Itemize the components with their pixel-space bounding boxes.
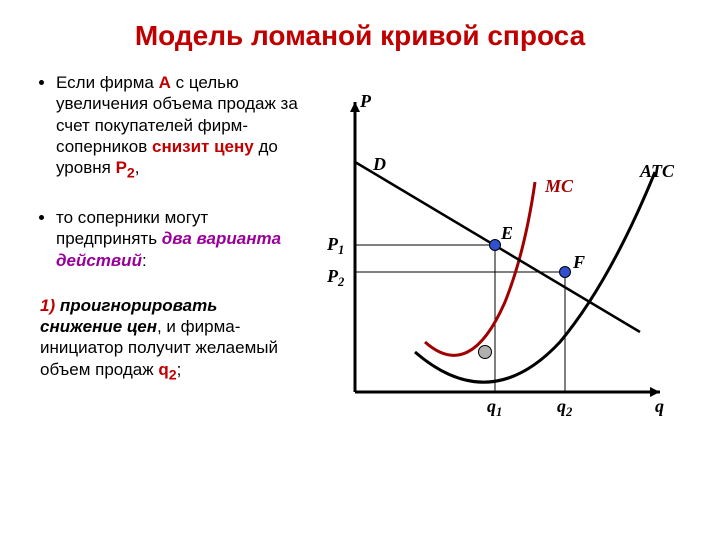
svg-text:D: D bbox=[372, 154, 386, 174]
svg-text:P: P bbox=[359, 91, 372, 111]
b1-A: А bbox=[159, 73, 171, 92]
bullet-3: 1) проигнорировать снижение цен, и фирма… bbox=[40, 295, 300, 385]
point-kink bbox=[479, 346, 492, 359]
svg-text:q: q bbox=[655, 396, 664, 416]
atc-curve bbox=[415, 172, 655, 382]
b1-pre: Если фирма bbox=[56, 73, 159, 92]
svg-text:P2: P2 bbox=[326, 266, 345, 289]
b1-P2-P: Р bbox=[116, 158, 127, 177]
b1-red: снизит цену bbox=[152, 137, 254, 156]
bullet-2: то соперники могут предпринять два вариа… bbox=[56, 207, 300, 271]
b3-q2: q2 bbox=[158, 360, 176, 379]
b3-q2-sub: 2 bbox=[169, 367, 177, 383]
point-E bbox=[490, 240, 501, 251]
svg-text:q2: q2 bbox=[557, 396, 573, 419]
slide: Модель ломаной кривой спроса Если фирма … bbox=[0, 0, 720, 540]
svg-text:F: F bbox=[572, 252, 585, 272]
b2-end: : bbox=[142, 251, 147, 270]
text-column: Если фирма А с целью увеличения объема п… bbox=[40, 72, 300, 385]
b3-end: ; bbox=[177, 360, 182, 379]
b1-P2-sub: 2 bbox=[127, 165, 135, 181]
mc-curve bbox=[425, 182, 535, 355]
svg-text:ATC: ATC bbox=[639, 161, 675, 181]
svg-text:q1: q1 bbox=[487, 396, 502, 419]
point-F bbox=[560, 267, 571, 278]
b1-end: , bbox=[135, 158, 140, 177]
b3-num: 1) bbox=[40, 296, 60, 315]
svg-text:MC: MC bbox=[544, 176, 574, 196]
svg-text:P1: P1 bbox=[326, 234, 344, 257]
slide-title: Модель ломаной кривой спроса bbox=[0, 0, 720, 52]
b3-q2-q: q bbox=[158, 360, 168, 379]
b1-P2: Р2 bbox=[116, 158, 135, 177]
economics-chart: Pq D ATC MC E F P1 P2 q1 q2 bbox=[300, 52, 680, 452]
content-row: Если фирма А с целью увеличения объема п… bbox=[0, 52, 720, 385]
svg-text:E: E bbox=[500, 223, 513, 243]
bullet-1: Если фирма А с целью увеличения объема п… bbox=[56, 72, 300, 183]
chart-column: PqDATCMCEFP1P2q1q2 bbox=[300, 72, 700, 385]
